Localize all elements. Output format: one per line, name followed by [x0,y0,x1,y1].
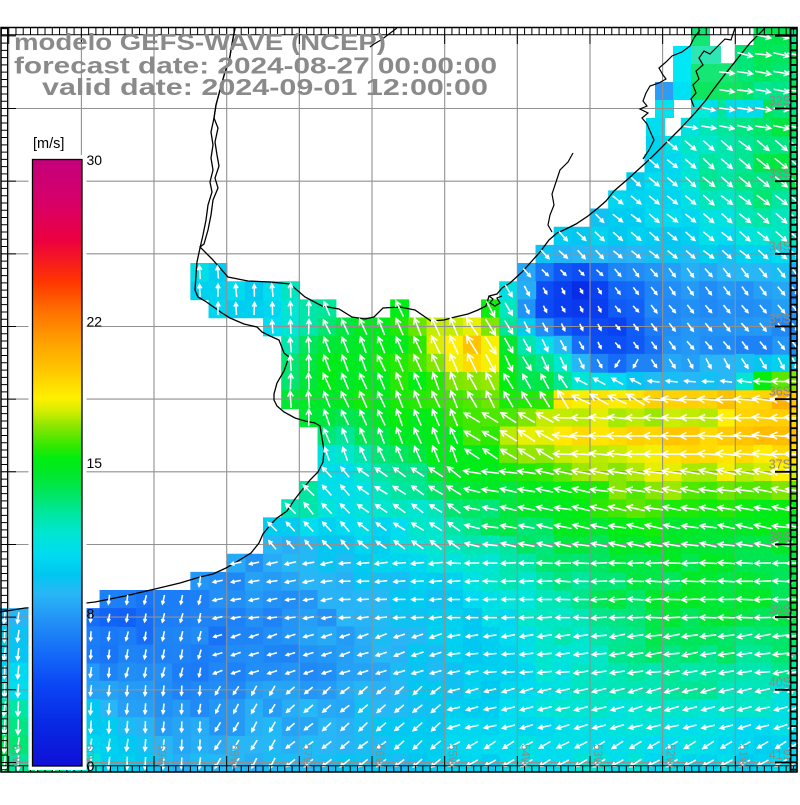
svg-text:37S: 37S [769,457,791,471]
svg-text:61W: 61W [10,744,22,768]
svg-text:55W: 55W [446,744,458,768]
svg-text:52W: 52W [664,744,676,768]
svg-text:59W: 59W [155,744,167,768]
svg-text:0: 0 [87,758,95,774]
svg-text:22: 22 [87,314,103,330]
svg-text:33S: 33S [769,167,791,181]
svg-text:41S: 41S [769,748,791,762]
svg-text:8: 8 [87,605,95,621]
svg-text:15: 15 [87,455,103,471]
svg-text:57W: 57W [300,744,312,768]
svg-text:30: 30 [87,152,103,168]
svg-text:54W: 54W [518,744,530,768]
svg-text:[m/s]: [m/s] [33,136,64,152]
svg-text:40S: 40S [769,675,791,689]
svg-text:56W: 56W [373,744,385,768]
svg-text:58W: 58W [228,744,240,768]
svg-text:valid date: 2024-09-01 12:00:0: valid date: 2024-09-01 12:00:00 [42,74,488,100]
svg-text:35S: 35S [769,312,791,326]
svg-text:modelo GEFS-WAVE (NCEP): modelo GEFS-WAVE (NCEP) [14,29,386,55]
svg-text:38S: 38S [769,530,791,544]
svg-text:32S: 32S [769,94,791,108]
svg-text:53W: 53W [591,744,603,768]
svg-text:51W: 51W [736,744,748,768]
svg-text:36S: 36S [769,385,791,399]
svg-text:39S: 39S [769,603,791,617]
svg-text:forecast date: 2024-08-27 00:0: forecast date: 2024-08-27 00:00:00 [14,53,497,79]
svg-text:34S: 34S [769,239,791,253]
